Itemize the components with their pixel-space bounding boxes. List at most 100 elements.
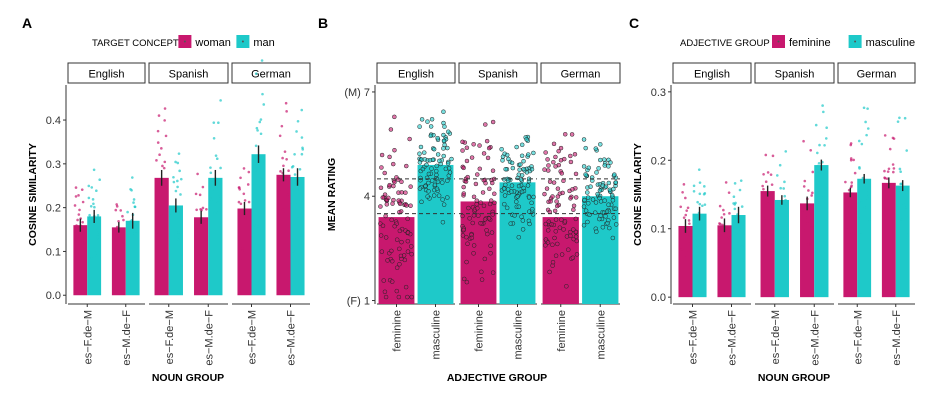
rating-point <box>573 195 579 200</box>
data-point <box>695 226 699 230</box>
data-point <box>777 227 780 230</box>
data-point <box>160 212 163 216</box>
rating-point <box>504 152 510 158</box>
rating-point <box>588 184 593 189</box>
rating-point <box>392 147 397 153</box>
rating-point <box>464 279 470 285</box>
data-point <box>217 195 221 198</box>
data-point <box>764 180 768 184</box>
rating-point <box>461 165 466 171</box>
rating-point <box>464 158 470 164</box>
data-point <box>698 202 702 206</box>
rating-point <box>392 223 397 229</box>
data-point <box>809 242 812 245</box>
rating-point <box>519 173 525 178</box>
rating-point <box>434 163 439 169</box>
data-point <box>118 235 121 239</box>
data-point <box>807 243 810 246</box>
rating-point <box>592 210 598 215</box>
rating-point <box>547 269 552 275</box>
data-point <box>810 225 814 229</box>
data-point <box>296 188 299 192</box>
data-point <box>177 231 180 234</box>
data-point <box>136 224 139 228</box>
facet-strip-label: English <box>694 69 730 81</box>
facet-german: German feminine masculine <box>540 62 621 360</box>
rating-point <box>490 270 496 275</box>
data-point <box>783 194 787 198</box>
data-point <box>687 219 691 222</box>
data-point <box>74 186 78 189</box>
rating-point <box>426 180 431 186</box>
data-point <box>77 213 81 216</box>
bar-feminine <box>881 182 896 298</box>
data-point <box>73 204 77 207</box>
legend-label-feminine: feminine <box>789 37 831 49</box>
rating-point <box>508 221 513 226</box>
data-point <box>866 127 870 130</box>
data-point <box>287 169 290 172</box>
data-point <box>885 177 889 180</box>
rating-point <box>570 187 575 192</box>
data-point <box>901 201 905 205</box>
data-point <box>727 227 731 231</box>
rating-point <box>553 217 559 222</box>
data-point <box>862 106 866 110</box>
rating-point <box>485 155 491 161</box>
data-point <box>88 213 91 217</box>
rating-point <box>426 171 432 177</box>
rating-point <box>380 223 386 229</box>
data-point <box>98 178 101 182</box>
data-point <box>158 215 161 219</box>
bar-masculine <box>895 185 910 298</box>
y-tick-label: 0.3 <box>651 87 666 99</box>
data-point <box>87 184 91 188</box>
data-point <box>254 159 258 163</box>
data-point <box>293 201 297 205</box>
rating-point <box>487 186 492 192</box>
data-point <box>883 176 886 179</box>
rating-point <box>449 156 454 162</box>
x-tick-label: masculine <box>595 310 607 360</box>
data-point <box>209 197 213 201</box>
rating-point <box>521 166 526 172</box>
rating-point <box>420 166 426 172</box>
data-point <box>197 228 200 231</box>
y-tick-label: (M) 7 <box>344 87 370 99</box>
data-point <box>859 233 863 237</box>
rating-point <box>397 262 402 267</box>
rating-point <box>425 119 430 124</box>
data-point <box>766 253 770 257</box>
data-point <box>254 144 258 148</box>
data-point <box>742 247 746 251</box>
data-point <box>901 220 904 224</box>
rating-point <box>613 206 618 211</box>
rating-point <box>531 194 536 200</box>
data-point <box>822 195 825 199</box>
data-point <box>719 260 723 264</box>
data-point <box>301 242 305 245</box>
data-point <box>698 192 702 196</box>
data-point <box>905 149 909 152</box>
data-point <box>176 161 180 165</box>
data-point <box>853 171 857 175</box>
rating-point <box>471 251 476 256</box>
facet-strip <box>672 62 752 84</box>
rating-point <box>519 153 525 159</box>
data-point <box>122 234 126 238</box>
y-tick-label: 0.0 <box>46 290 61 302</box>
bar-masculine <box>774 199 789 298</box>
data-point <box>133 232 136 235</box>
data-point <box>95 254 98 258</box>
bar-woman <box>154 177 169 296</box>
data-point <box>860 142 864 146</box>
data-point <box>162 166 166 170</box>
data-point <box>891 163 895 166</box>
rating-point <box>573 171 579 177</box>
rating-point <box>606 164 611 169</box>
data-point <box>725 267 728 270</box>
data-point <box>295 130 298 133</box>
data-point <box>256 169 260 173</box>
rating-point <box>581 204 587 209</box>
data-point <box>117 263 121 267</box>
